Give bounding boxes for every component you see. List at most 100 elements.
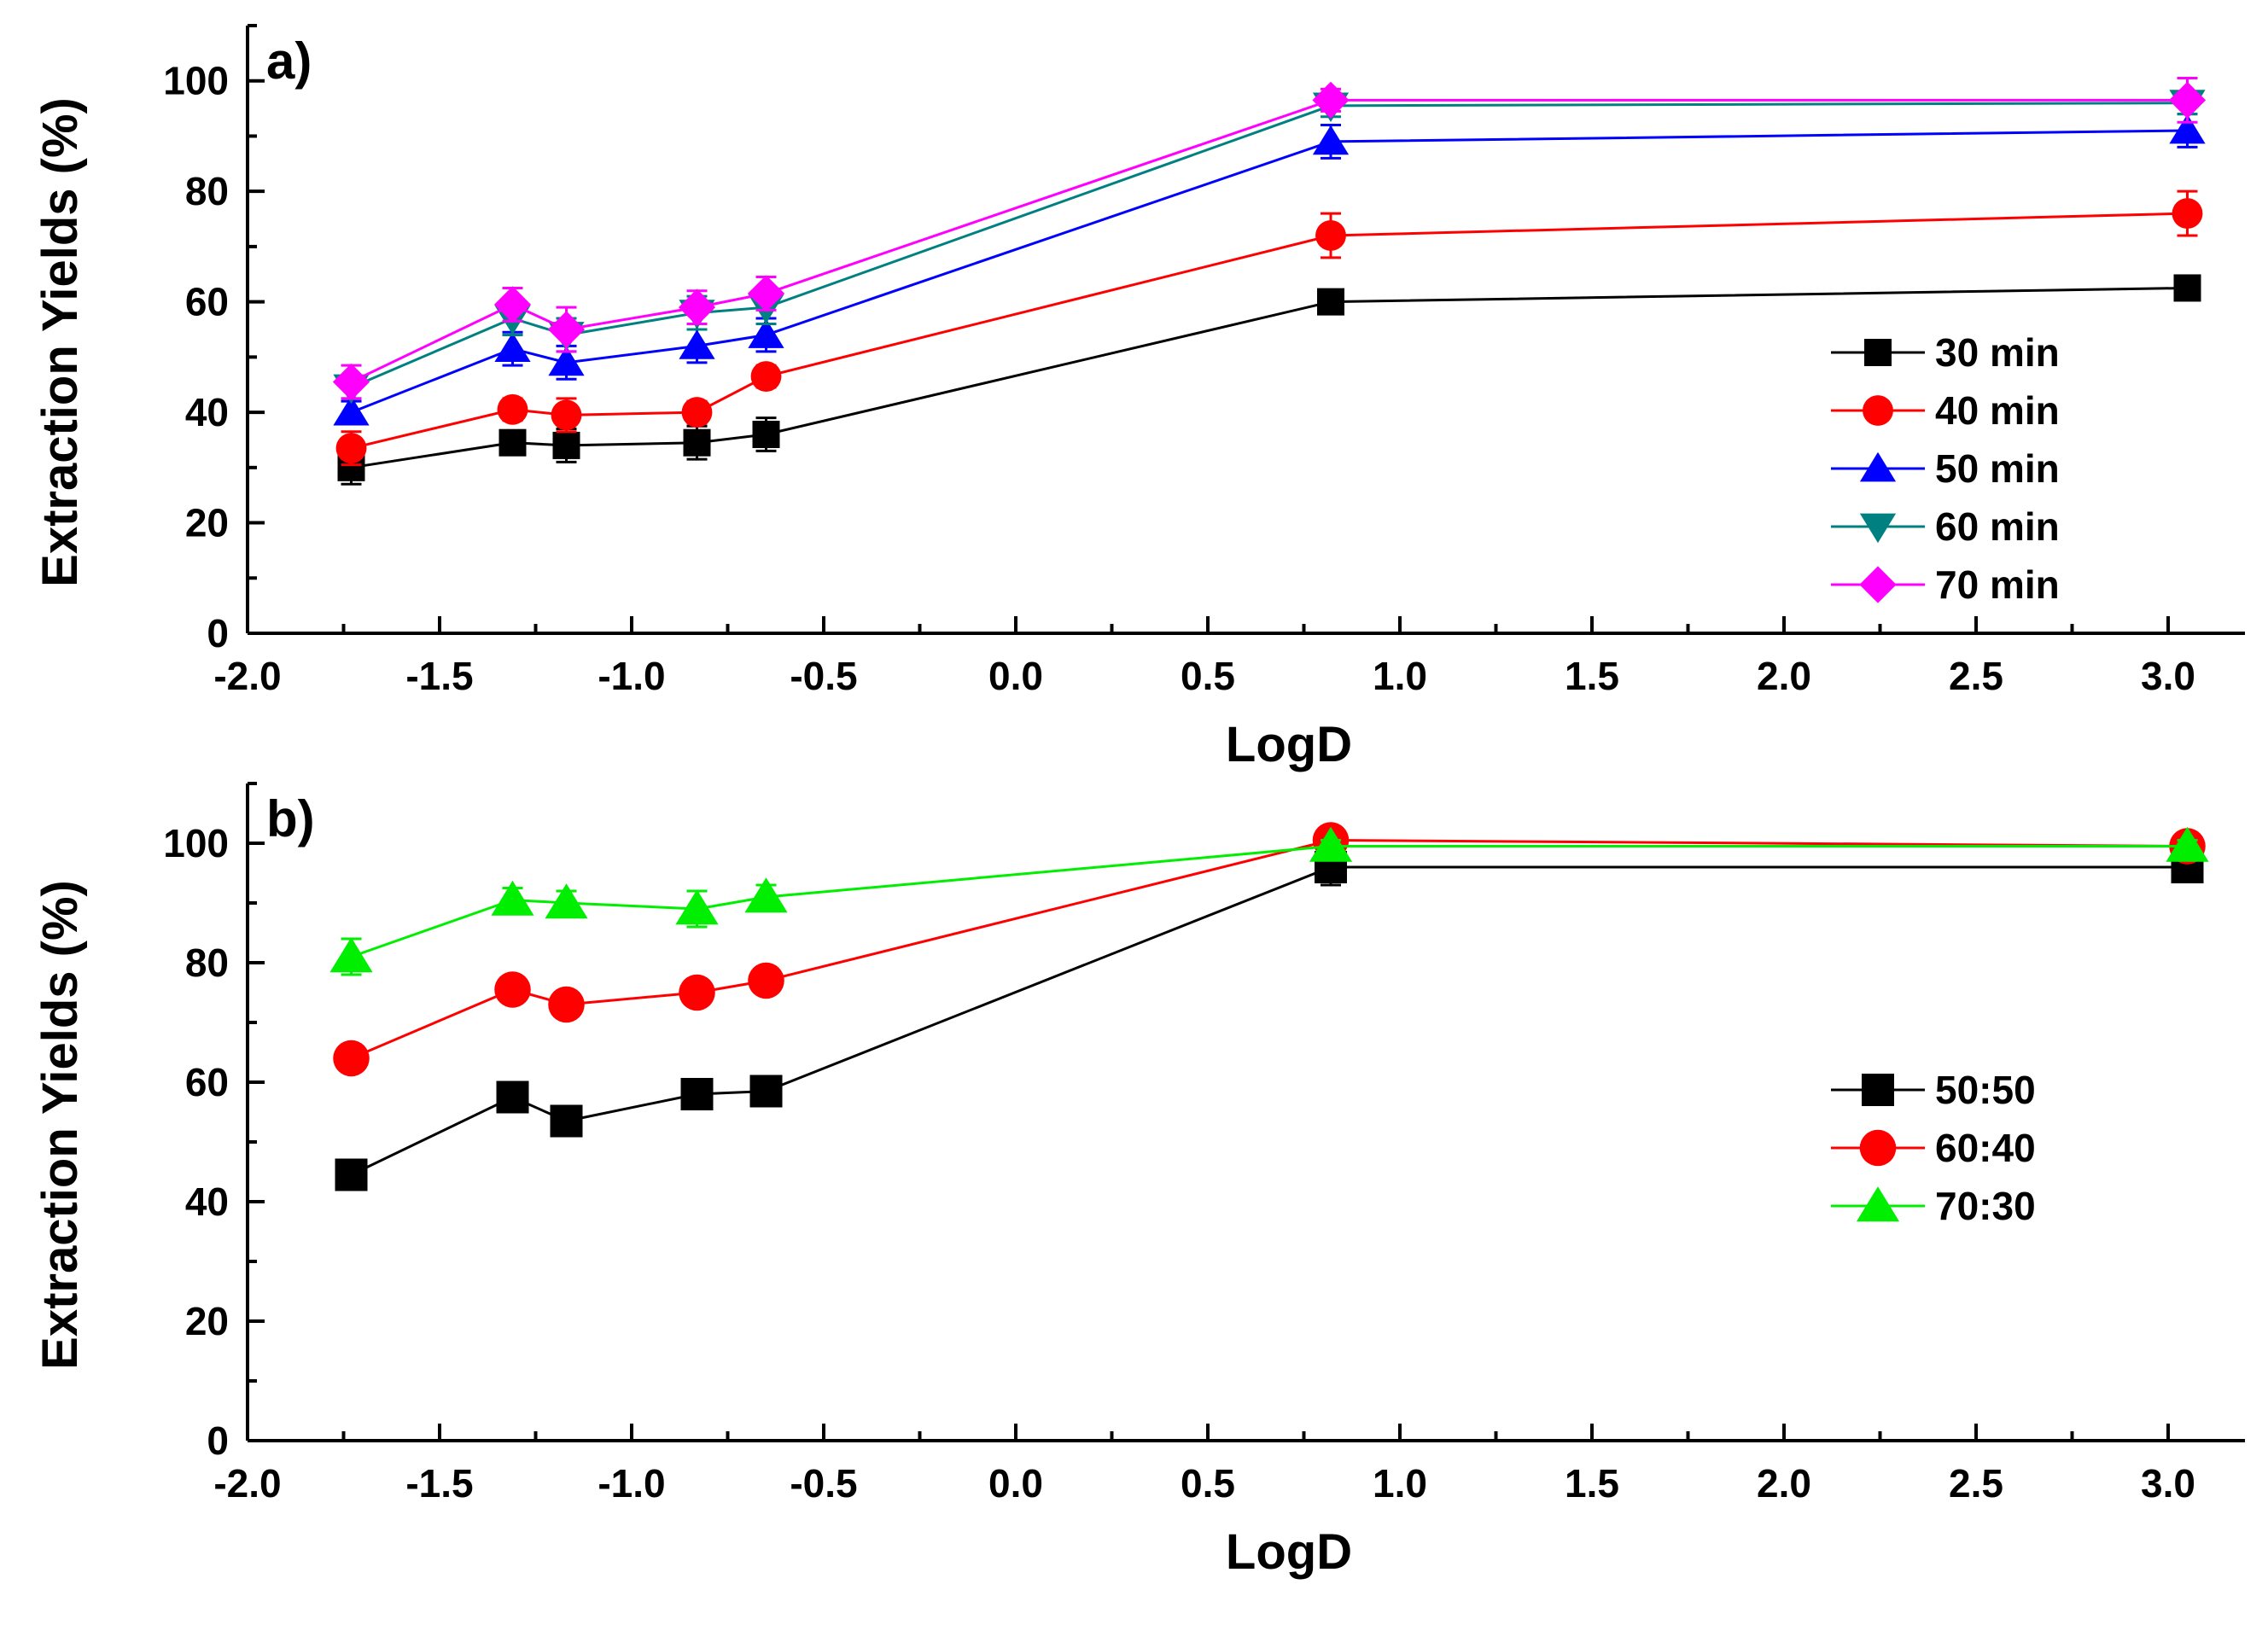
x-tick-label: 1.5 [1565,1461,1619,1506]
x-tick-label: 0.0 [988,1461,1043,1506]
x-tick-label: 3.0 [2141,654,2195,698]
data-point [679,329,715,359]
legend-label: 70:30 [1935,1184,2036,1228]
data-point [752,420,780,448]
series-40-min [335,189,2203,467]
data-point [494,971,531,1008]
y-tick-label: 20 [185,1299,229,1343]
series-line [350,102,2188,389]
data-point [1312,81,1350,119]
data-point [332,363,370,401]
data-point [749,1075,783,1108]
data-point [748,318,784,348]
legend-item: 30 min [1831,330,2060,375]
legend-label: 30 min [1935,330,2060,375]
legend-item: 60 min [1831,504,2060,549]
y-tick-label: 80 [185,169,229,213]
series-line [351,286,2188,469]
series-line [351,845,2188,958]
legend-item: 40 min [1831,388,2060,433]
series-50-min [333,113,2206,426]
data-point [335,1158,368,1191]
data-point [681,397,713,428]
x-tick-label: 1.0 [1373,1461,1427,1506]
legend-item: 70 min [1831,562,2060,607]
legend-label: 50 min [1935,446,2060,491]
y-tick-label: 40 [185,390,229,434]
legend-marker [1859,451,1897,482]
data-point [675,889,719,925]
y-axis-title: Extraction Yields (%) [32,97,88,587]
data-point [1317,288,1344,316]
y-tick-label: 40 [185,1179,229,1224]
data-point [550,1104,583,1138]
data-point [329,937,373,973]
x-tick-label: -2.0 [213,654,281,698]
data-point [333,1040,370,1077]
legend-label: 60:40 [1935,1126,2036,1170]
data-point [548,346,585,376]
data-point [678,288,716,326]
data-point [1309,826,1353,862]
data-point [1315,220,1346,251]
x-tick-label: -1.0 [598,1461,665,1506]
x-tick-label: 1.5 [1565,654,1619,698]
data-point [491,880,534,916]
chart-panel-b: -2.0 -1.5 -1.0 -0.5 0.0 0.5 1.0 1.5 2.0 2.5 3.0 0 20… [32,782,2245,1580]
data-point [680,1078,714,1110]
legend-item: 60:40 [1831,1126,2036,1170]
data-point [498,428,527,457]
x-axis-title: LogD [1226,717,1352,772]
legend-label: 50:50 [1935,1068,2036,1112]
y-tick-label: 100 [163,821,229,865]
data-point [552,431,580,459]
y-tick-label: 60 [185,280,229,324]
x-tick-label: 2.0 [1757,1461,1811,1506]
legend-item: 50:50 [1831,1068,2036,1112]
data-point [747,275,785,312]
legend-item: 50 min [1831,446,2060,491]
x-tick-label: -0.5 [790,654,857,698]
data-point [750,361,782,392]
data-point [497,393,528,425]
data-point [551,399,582,431]
legend-marker [1862,1074,1894,1106]
data-point [545,883,588,919]
x-tick-label: -1.0 [598,654,665,698]
data-point [2172,198,2203,229]
data-point [547,311,586,348]
legend-label: 40 min [1935,388,2060,433]
legend-marker [1864,339,1892,366]
x-tick-label: 2.5 [1949,1461,2003,1506]
series-line [350,865,2188,1176]
legend-label: 60 min [1935,504,2060,549]
data-point [548,986,585,1023]
legend-marker [1859,566,1897,603]
legend-marker [1863,395,1893,426]
series-70-30 [329,826,2209,976]
series-70-min [332,76,2207,401]
series-50-50 [335,847,2204,1191]
data-point [744,877,788,913]
legend-label: 70 min [1935,562,2060,607]
x-tick-label: 2.5 [1949,654,2003,698]
series-line [350,129,2188,414]
data-point [335,433,367,464]
y-tick-label: 80 [185,941,229,985]
x-tick-label: 3.0 [2141,1461,2195,1506]
series-line [350,98,2188,383]
y-tick-label: 100 [163,59,229,103]
data-point [496,1080,529,1114]
legend-marker [1856,1186,1900,1222]
data-point [748,962,784,999]
series-line [351,212,2188,450]
data-point [333,395,370,426]
y-tick-label: 60 [185,1060,229,1104]
legend-marker [1859,1129,1897,1167]
data-point [683,428,711,457]
x-tick-label: -0.5 [790,1461,857,1506]
data-point [2173,274,2201,302]
x-tick-label: 0.5 [1181,1461,1235,1506]
x-tick-label: 2.0 [1757,654,1811,698]
